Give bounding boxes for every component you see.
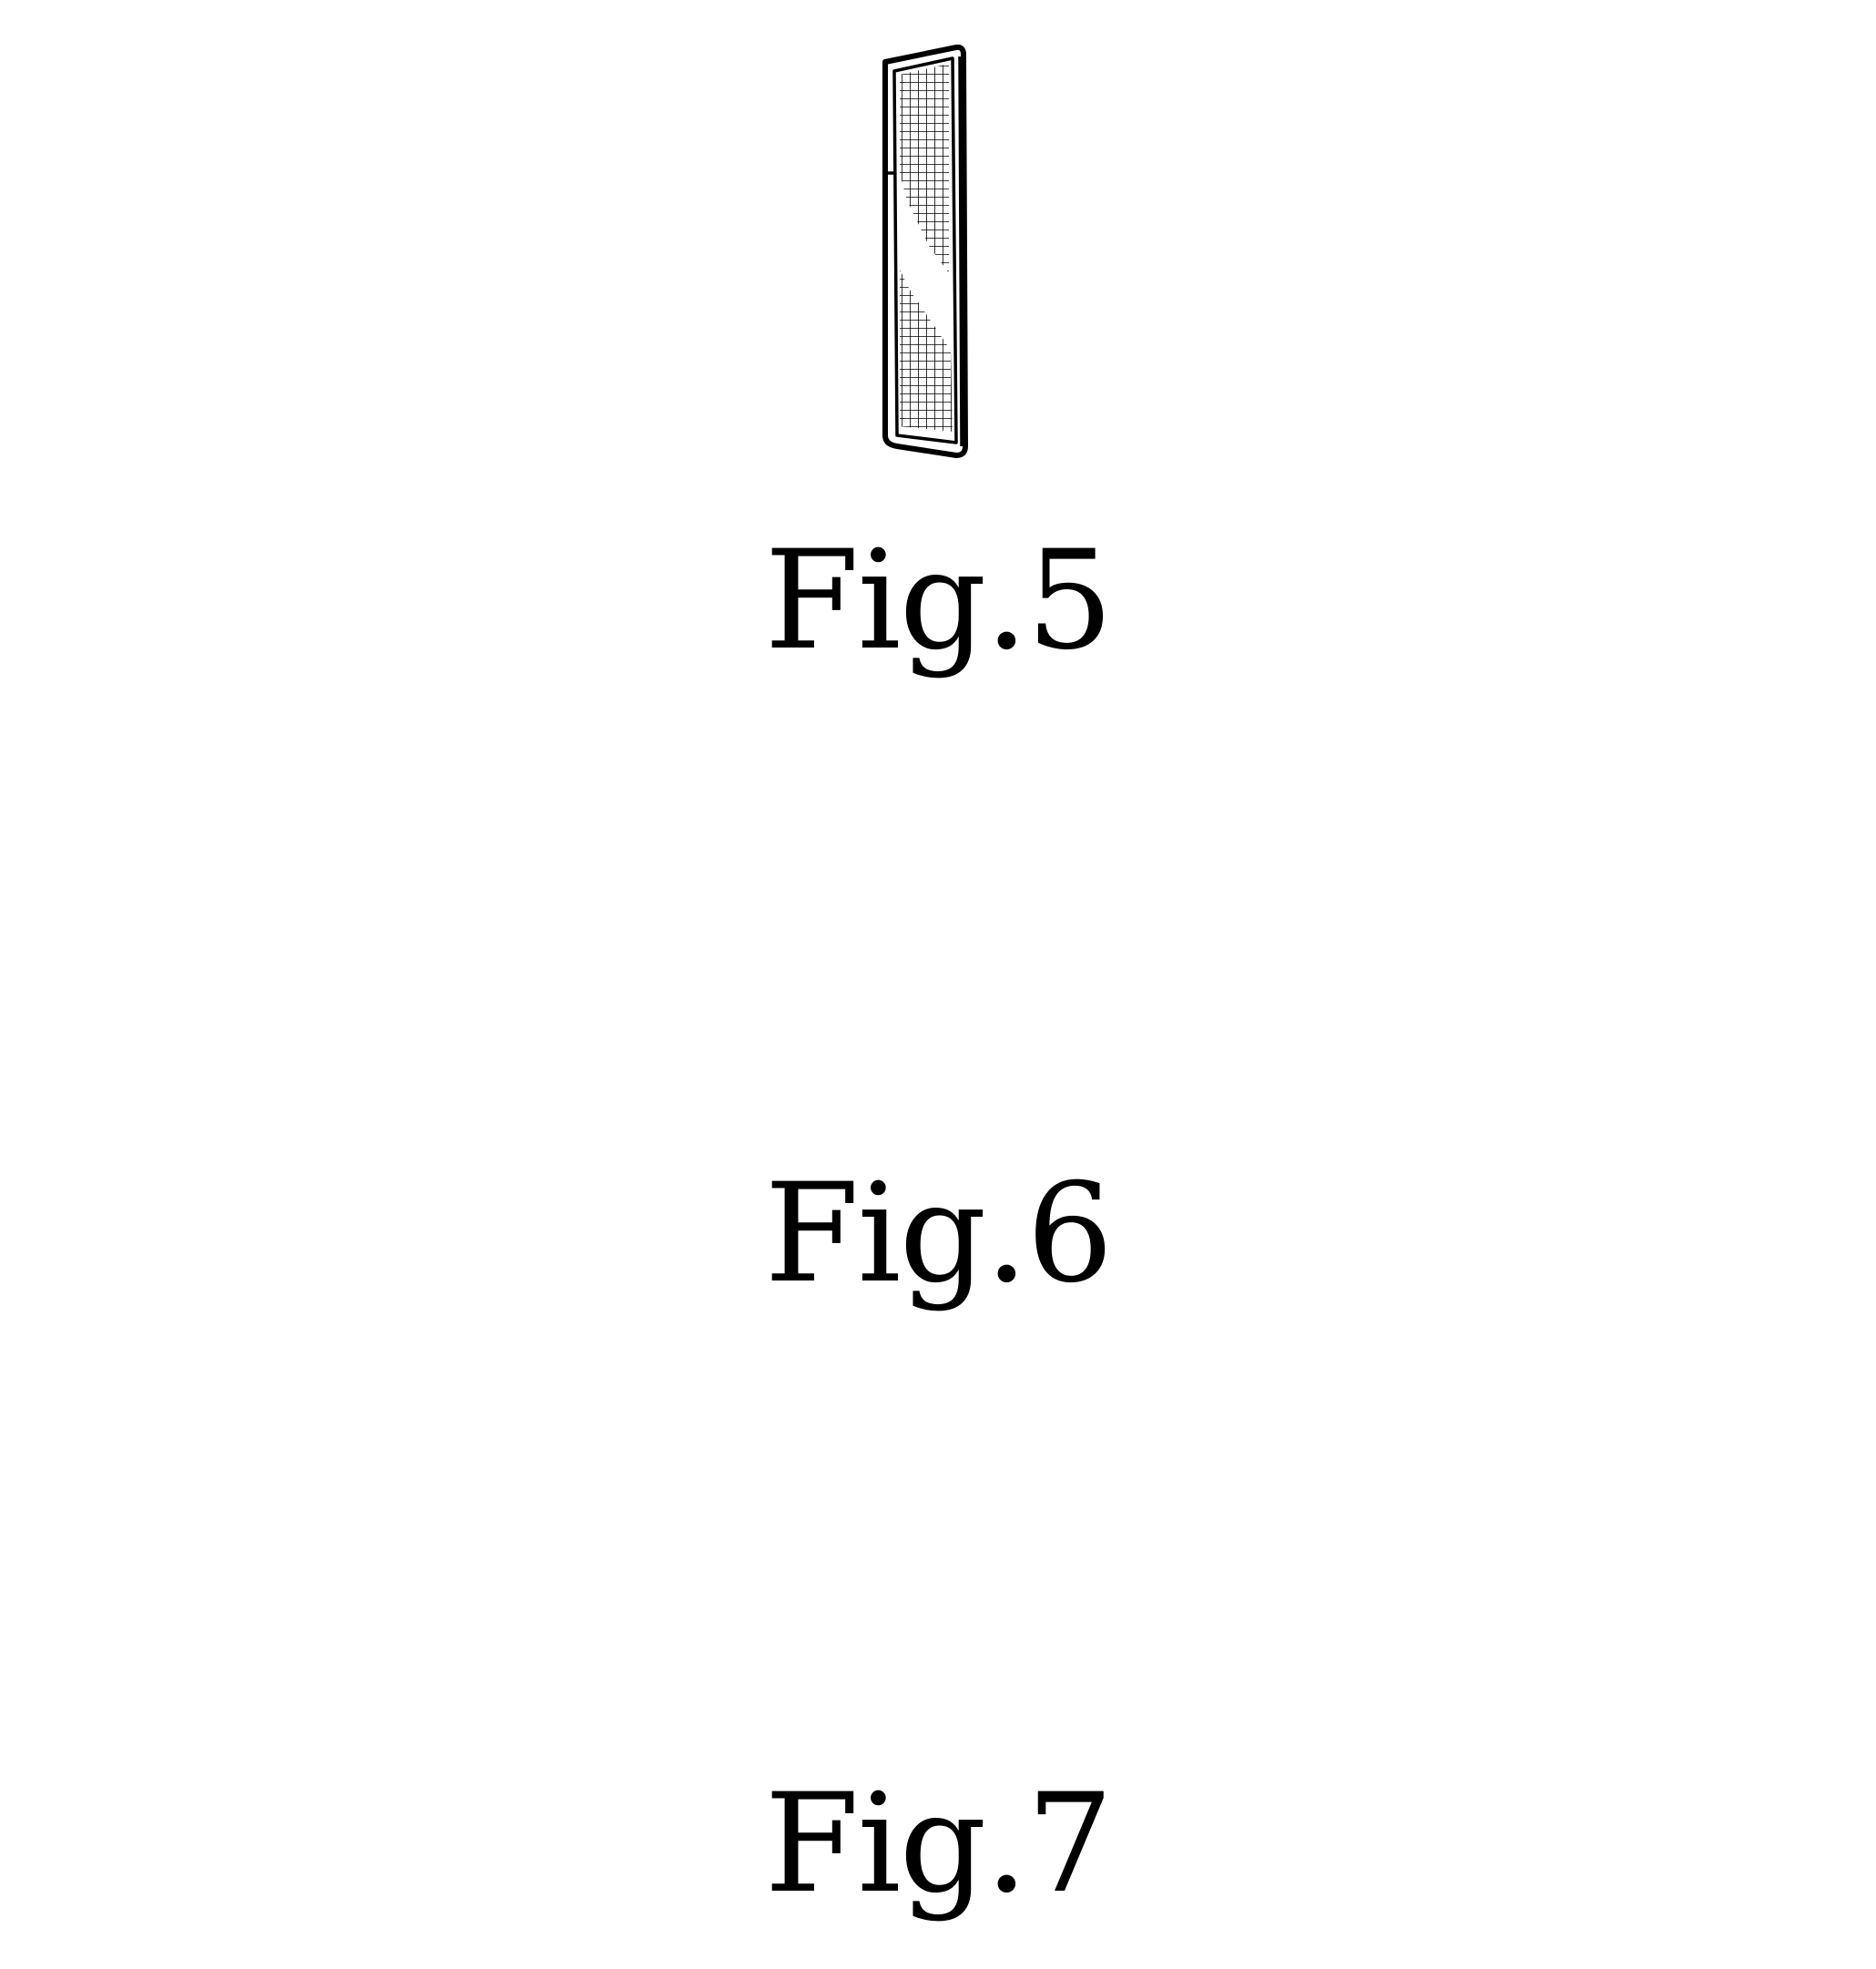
- fig5-label: Fig.5: [0, 533, 1876, 669]
- fig6-label: Fig.6: [0, 1166, 1876, 1302]
- fig7-label: Fig.7: [0, 1776, 1876, 1913]
- fig5-side-edge: [960, 56, 962, 446]
- fig5-drawing: [885, 47, 965, 455]
